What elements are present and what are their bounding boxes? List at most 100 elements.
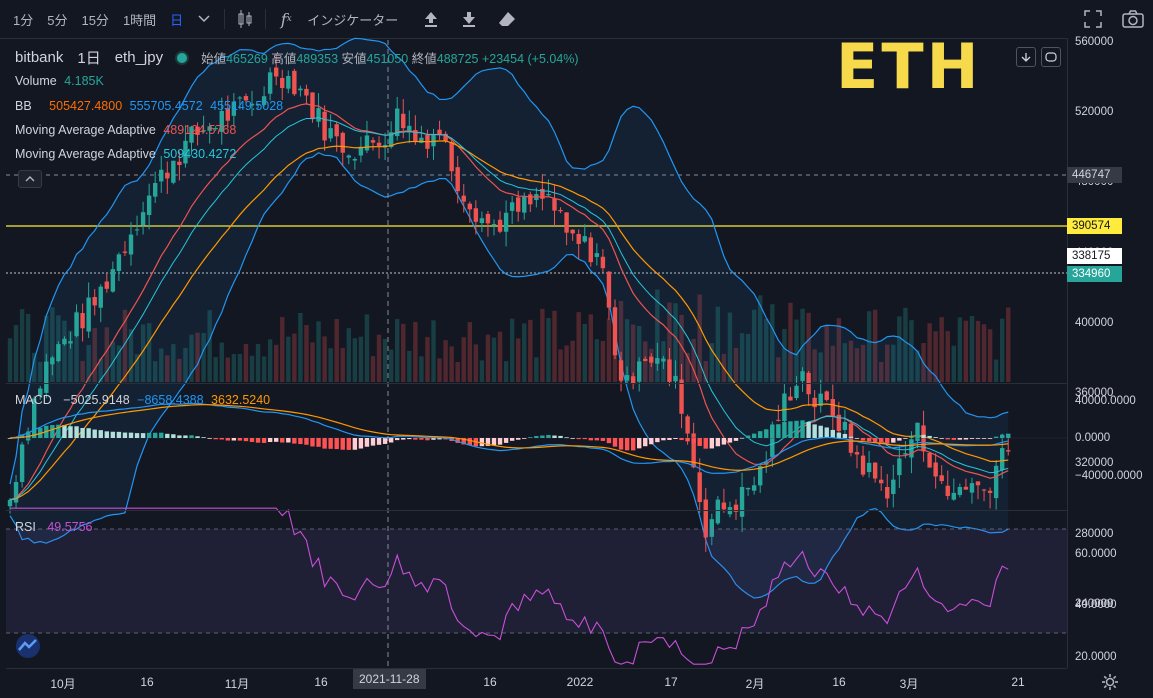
candle-body xyxy=(219,110,224,132)
macd-histogram-bar xyxy=(788,421,793,438)
camera-icon[interactable] xyxy=(1119,5,1147,33)
candle-body xyxy=(419,137,424,143)
macd-histogram-bar xyxy=(237,438,243,441)
download-icon[interactable] xyxy=(455,5,483,33)
macd-histogram-bar xyxy=(969,438,975,439)
candle-body xyxy=(68,341,73,344)
rsi-legend[interactable]: RSI 49.5756 xyxy=(15,520,97,534)
volume-bar xyxy=(806,312,811,382)
candle-body xyxy=(110,269,116,292)
tradingview-logo-icon[interactable] xyxy=(14,634,42,658)
candle-body xyxy=(80,313,85,329)
settings-icon[interactable] xyxy=(1101,673,1119,691)
macd-histogram-bar xyxy=(897,438,902,441)
macd-histogram-bar xyxy=(697,438,702,446)
time-label: 16 xyxy=(140,675,154,689)
macd-legend[interactable]: MACD −5025.9148 −8658.4388 3632.5240 xyxy=(15,393,274,407)
rsi-label: RSI xyxy=(15,520,36,534)
candle-body xyxy=(721,502,727,510)
candle-body xyxy=(98,286,103,308)
bb-upper-line xyxy=(9,37,1009,485)
candle-body xyxy=(92,297,97,306)
macd-histogram-bar xyxy=(691,438,696,444)
candle-body xyxy=(606,271,612,308)
volume-bar xyxy=(44,315,49,382)
candle-body xyxy=(927,452,932,468)
volume-bar xyxy=(153,361,158,382)
candle-body xyxy=(44,361,49,393)
upload-icon[interactable] xyxy=(417,5,445,33)
rsi-tick-label: 60.0000 xyxy=(1075,548,1117,560)
macd-histogram-bar xyxy=(443,438,448,440)
candle-body xyxy=(643,358,648,361)
candle-body xyxy=(552,198,557,211)
collapse-legend-button[interactable] xyxy=(18,170,42,188)
volume-bar xyxy=(376,334,382,382)
scroll-down-button[interactable] xyxy=(1016,47,1036,67)
eraser-icon[interactable] xyxy=(493,5,521,33)
macd-histogram-bar xyxy=(993,436,999,438)
fullscreen-icon[interactable] xyxy=(1079,5,1107,33)
macd-histogram-bar xyxy=(848,436,854,438)
interval-1d[interactable]: 日 xyxy=(170,12,184,28)
macd-histogram-bar xyxy=(715,438,721,447)
chevron-down-icon[interactable] xyxy=(190,5,218,33)
volume-bar xyxy=(316,321,321,382)
macd-histogram-bar xyxy=(703,438,708,449)
price-axis[interactable] xyxy=(1067,38,1153,668)
candle-body xyxy=(582,236,587,242)
candle-body xyxy=(703,499,708,538)
macd-histogram-bar xyxy=(564,437,569,439)
indicators-button[interactable]: インジケーター xyxy=(307,12,399,28)
exchange-label: bitbank xyxy=(15,49,64,66)
volume-bar xyxy=(104,327,109,382)
candle-body xyxy=(570,229,575,234)
maa2-legend[interactable]: Moving Average Adaptive 509430.4272 xyxy=(15,147,240,161)
volume-bar xyxy=(842,343,848,382)
candle-body xyxy=(739,486,745,517)
macd-histogram-bar xyxy=(594,438,600,441)
volume-bar xyxy=(509,318,515,382)
volume-bar xyxy=(667,302,672,382)
interval-1m[interactable]: 1分 xyxy=(13,12,34,28)
candle-body xyxy=(437,129,442,136)
pane-divider[interactable] xyxy=(6,510,1067,511)
macd-histogram-bar xyxy=(661,438,666,441)
volume-bar xyxy=(522,323,527,382)
volume-bar xyxy=(848,340,854,382)
bb-legend[interactable]: BB 505427.4800 555705.4572 455149.5028 xyxy=(15,99,287,113)
candle-body xyxy=(213,128,218,130)
macd-histogram-bar xyxy=(207,438,212,439)
macd-histogram-bar xyxy=(1006,433,1011,438)
macd-histogram-bar xyxy=(582,438,587,440)
pane-divider[interactable] xyxy=(6,383,1067,384)
bb-label: BB xyxy=(15,99,32,113)
macd-histogram-bar xyxy=(98,430,103,438)
interval-15m[interactable]: 15分 xyxy=(81,12,109,28)
candles-icon[interactable] xyxy=(231,5,259,33)
candle-body xyxy=(449,142,454,172)
candle-body xyxy=(782,393,787,422)
candle-body xyxy=(866,462,872,473)
low-value: 451050 xyxy=(366,52,409,66)
maa1-legend[interactable]: Moving Average Adaptive 489124.5768 xyxy=(15,123,240,137)
interval-label: 1日 xyxy=(77,50,101,67)
volume-bar xyxy=(709,343,714,382)
macd-histogram-bar xyxy=(981,438,987,439)
time-axis[interactable]: 10月 16 11月 16 16 2022 17 2月 16 3月 21 xyxy=(6,668,1067,698)
candle-body xyxy=(388,132,394,148)
volume-bar xyxy=(897,316,902,382)
interval-5m[interactable]: 5分 xyxy=(47,12,68,28)
macd-histogram-bar xyxy=(286,438,291,443)
candle-body xyxy=(304,88,309,96)
candle-body xyxy=(261,96,267,105)
candle-body xyxy=(13,482,19,503)
macd-histogram-bar xyxy=(836,432,842,438)
macd-histogram-bar xyxy=(128,432,134,438)
reset-button[interactable] xyxy=(1041,47,1061,67)
interval-1h[interactable]: 1時間 xyxy=(122,12,157,28)
macd-histogram-bar xyxy=(19,434,25,438)
volume-legend[interactable]: Volume 4.185K xyxy=(15,74,108,88)
